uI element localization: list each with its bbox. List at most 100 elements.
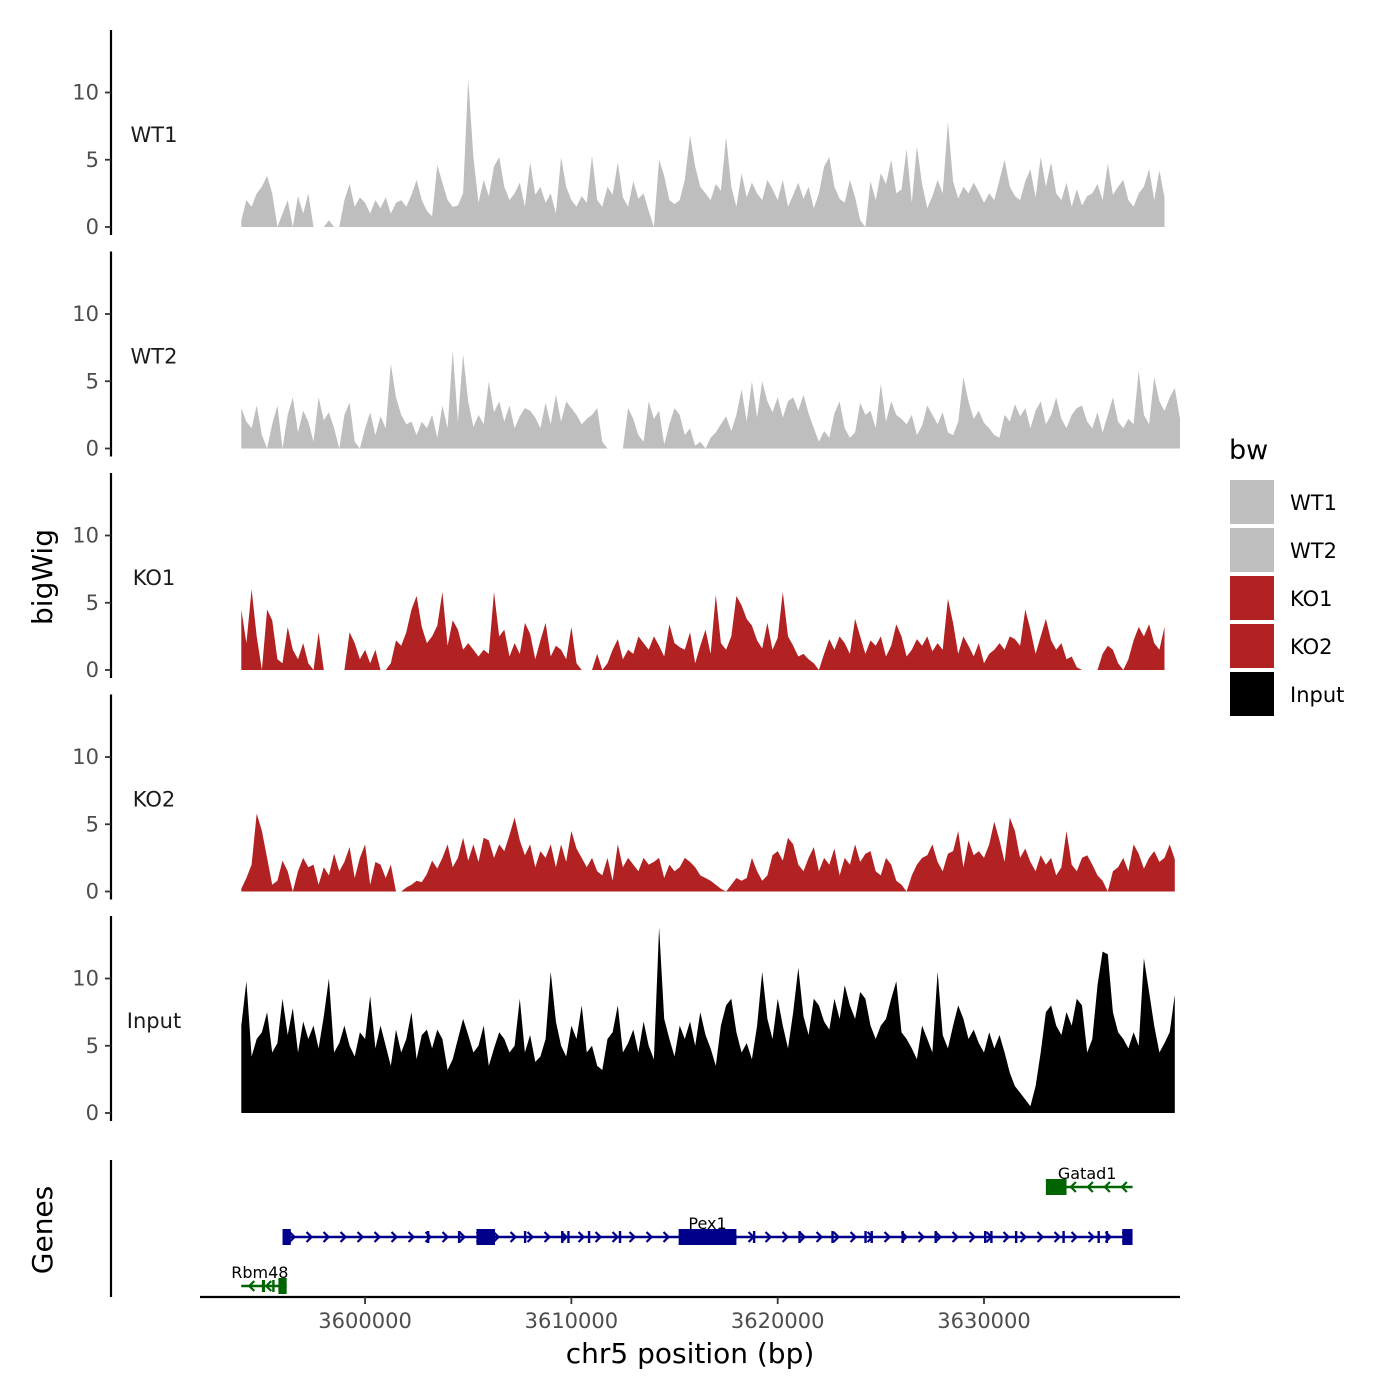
strand-chevron	[1036, 1231, 1045, 1243]
strand-chevron	[1103, 1181, 1111, 1193]
exon	[261, 1280, 265, 1292]
y-axis-title: bigWig	[26, 529, 59, 625]
strand-chevron	[951, 1231, 960, 1243]
exon	[426, 1231, 430, 1243]
legend-label: WT1	[1290, 491, 1337, 515]
exon	[798, 1231, 801, 1243]
strand-chevron	[934, 1231, 943, 1243]
x-tick-label: 3630000	[937, 1309, 1031, 1333]
coverage-area-ko1	[241, 589, 1165, 670]
strand-chevron	[441, 1231, 450, 1243]
y-tick-label: 0	[86, 215, 99, 239]
exon	[990, 1231, 993, 1243]
gene-rbm48: Rbm48	[231, 1263, 288, 1294]
legend-swatch	[1230, 528, 1274, 572]
legend-entry-ko1: KO1	[1230, 576, 1333, 620]
strand-chevron	[1053, 1231, 1062, 1243]
strand-chevron	[458, 1231, 467, 1243]
strand-chevron	[764, 1231, 773, 1243]
strand-chevron	[288, 1231, 297, 1243]
track-label: WT1	[131, 123, 178, 147]
strand-chevron	[645, 1231, 654, 1243]
coverage-area-wt2	[241, 350, 1181, 449]
exon	[752, 1231, 756, 1243]
strand-chevron	[662, 1231, 671, 1243]
strand-chevron	[781, 1231, 790, 1243]
y-tick-label: 5	[86, 148, 99, 172]
y-tick-label: 0	[86, 437, 99, 461]
strand-chevron	[509, 1231, 518, 1243]
strand-chevron	[815, 1231, 824, 1243]
strand-chevron	[543, 1231, 552, 1243]
strand-chevron	[1070, 1231, 1079, 1243]
exon	[272, 1280, 275, 1292]
strand-chevron	[264, 1280, 273, 1292]
track-label: KO2	[133, 788, 176, 812]
strand-chevron	[917, 1231, 926, 1243]
exon	[1014, 1231, 1018, 1243]
exon	[282, 1229, 291, 1245]
strand-chevron	[628, 1231, 637, 1243]
track-label: Input	[127, 1009, 181, 1033]
exon	[678, 1229, 737, 1245]
track-wt1: 0 5 10 WT1	[72, 30, 1165, 239]
exon	[561, 1231, 564, 1243]
track-label: KO1	[133, 566, 176, 590]
strand-chevron	[968, 1231, 977, 1243]
coverage-area-ko2	[241, 813, 1175, 892]
legend-title: bw	[1229, 435, 1268, 466]
x-tick-label: 3600000	[318, 1309, 412, 1333]
legend-swatch	[1230, 576, 1274, 620]
y-tick-label: 10	[72, 745, 99, 769]
exon	[934, 1231, 937, 1243]
legend-entry-wt1: WT1	[1230, 480, 1337, 524]
y-tick-label: 5	[86, 1034, 99, 1058]
y-tick-label: 10	[72, 524, 99, 548]
exon	[1045, 1179, 1067, 1195]
exon	[1105, 1231, 1109, 1243]
coverage-area-input	[241, 927, 1175, 1113]
y-tick-label: 0	[86, 1101, 99, 1125]
strand-chevron	[1002, 1231, 1011, 1243]
legend-label: KO2	[1290, 635, 1333, 659]
strand-chevron	[339, 1231, 348, 1243]
y-tick-label: 10	[72, 81, 99, 105]
strand-chevron	[356, 1231, 365, 1243]
strand-chevron	[407, 1231, 416, 1243]
exon	[587, 1231, 591, 1243]
exon	[831, 1231, 834, 1243]
exon	[567, 1231, 570, 1243]
legend-swatch	[1230, 672, 1274, 716]
strand-chevron	[526, 1231, 535, 1243]
x-tick-label: 3620000	[731, 1309, 825, 1333]
strand-chevron	[1087, 1231, 1096, 1243]
y-tick-label: 10	[72, 302, 99, 326]
gene-label: Gatad1	[1058, 1164, 1117, 1183]
legend-swatch	[1230, 480, 1274, 524]
strand-chevron	[798, 1231, 807, 1243]
y-tick-label: 10	[72, 967, 99, 991]
y-tick-label: 5	[86, 812, 99, 836]
x-axis-title: chr5 position (bp)	[566, 1337, 815, 1370]
strand-chevron	[322, 1231, 331, 1243]
strand-chevron	[611, 1231, 620, 1243]
exon	[864, 1231, 867, 1243]
track-wt2: 0 5 10 WT2	[72, 251, 1181, 461]
strand-chevron	[577, 1231, 586, 1243]
gene-label: Rbm48	[231, 1263, 288, 1282]
gene-label: Pex1	[688, 1214, 726, 1233]
track-ko1: 0 5 10 KO1	[72, 473, 1165, 682]
exon	[984, 1231, 987, 1243]
x-tick-label: 3610000	[525, 1309, 619, 1333]
strand-chevron	[849, 1231, 858, 1243]
x-axis: 3600000 3610000 3620000 3630000	[200, 1295, 1180, 1333]
legend-label: KO1	[1290, 587, 1333, 611]
strand-chevron	[1019, 1231, 1028, 1243]
legend-label: WT2	[1290, 539, 1337, 563]
legend: WT1 WT2 KO1 KO2 Input	[1230, 480, 1344, 716]
legend-entry-ko2: KO2	[1230, 624, 1333, 668]
track-label: WT2	[131, 345, 178, 369]
exon	[618, 1231, 622, 1243]
strand-chevron	[832, 1231, 841, 1243]
